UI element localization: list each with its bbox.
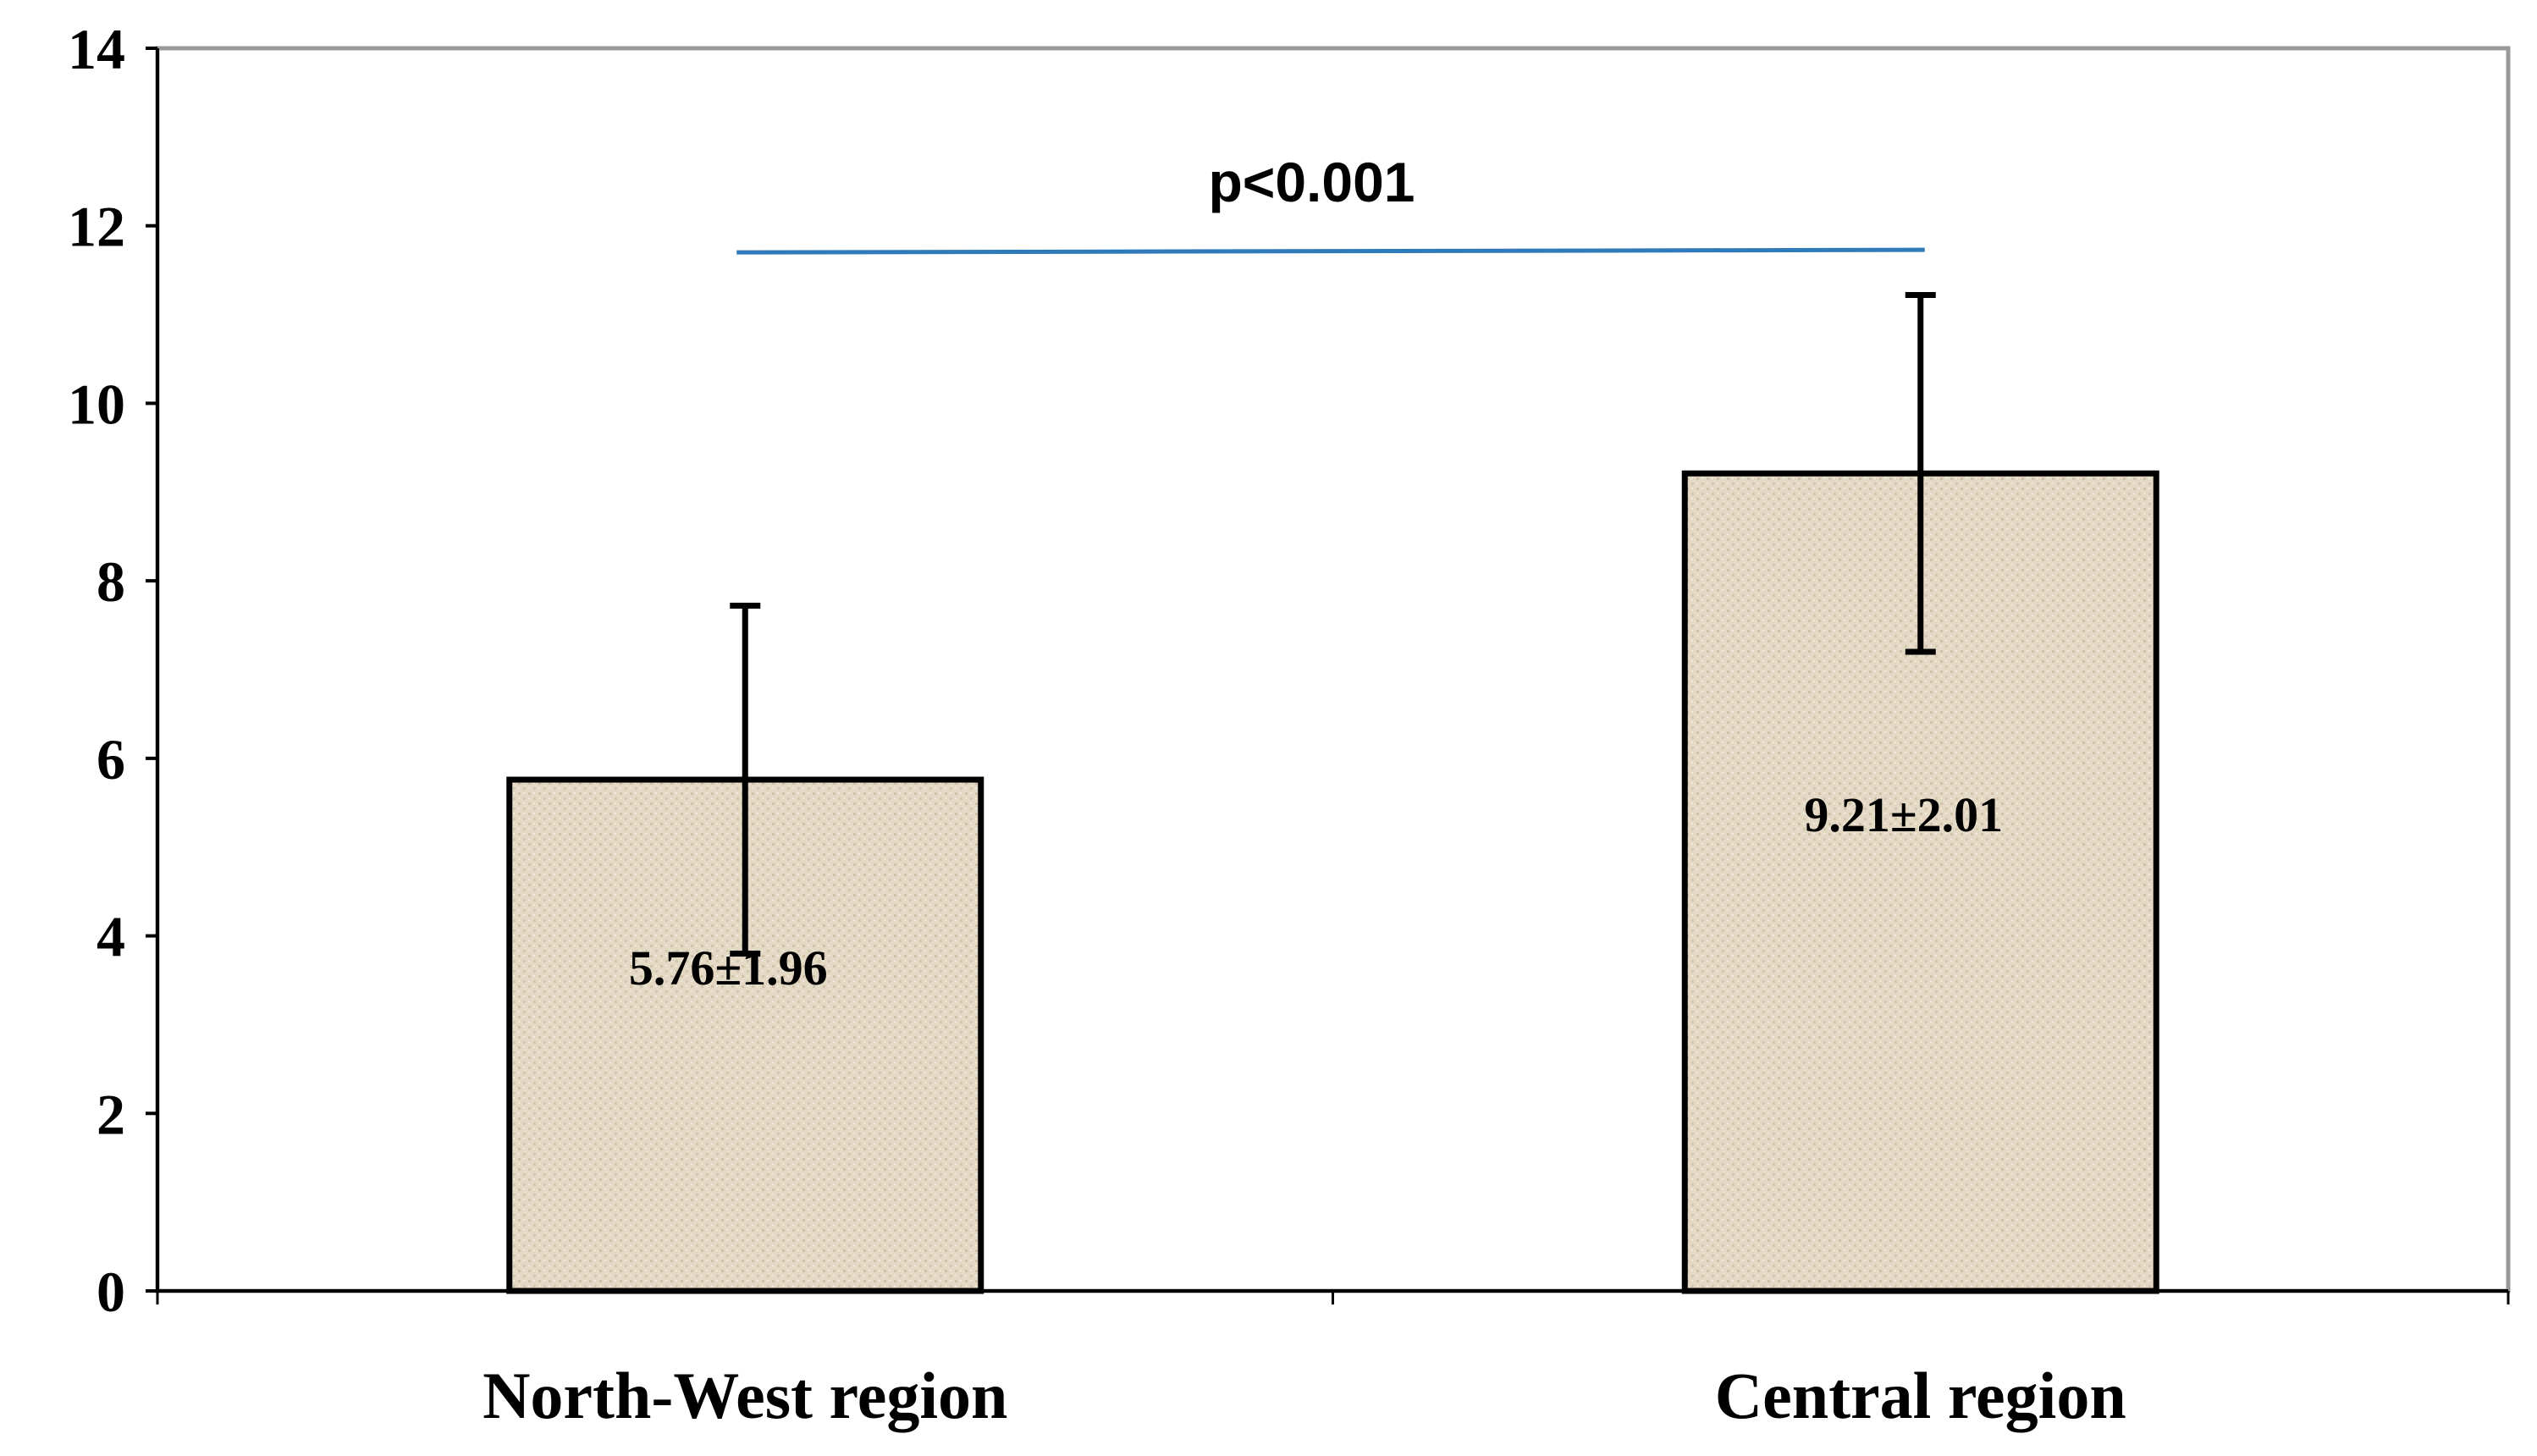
y-tick-label: 8 [97,549,125,614]
category-label: North-West region [483,1359,1007,1432]
category-label: Central region [1715,1359,2126,1432]
p-value-label: p<0.001 [1208,151,1415,213]
y-tick-label: 6 [97,727,125,791]
significance-annotation: p<0.001 [736,151,1925,255]
significance-line [736,247,1925,255]
y-tick-label: 0 [97,1260,125,1324]
bar-data-label: 9.21±2.01 [1804,787,2003,842]
bars [506,470,2159,1294]
error-bars [730,292,1936,957]
bar-data-label: 5.76±1.96 [629,940,828,995]
category-labels: North-West region Central region [483,1359,2126,1432]
bar-data-labels: 5.76±1.96 9.21±2.01 [629,787,2003,995]
y-tick-label: 14 [68,17,125,81]
y-tick-label: 4 [97,905,125,969]
bar [1681,470,2159,1294]
y-tick-label: 10 [68,372,125,436]
y-axis: 0 2 4 6 8 10 12 14 [68,17,159,1324]
y-tick-label: 2 [97,1082,125,1146]
y-tick-label: 12 [68,195,125,259]
